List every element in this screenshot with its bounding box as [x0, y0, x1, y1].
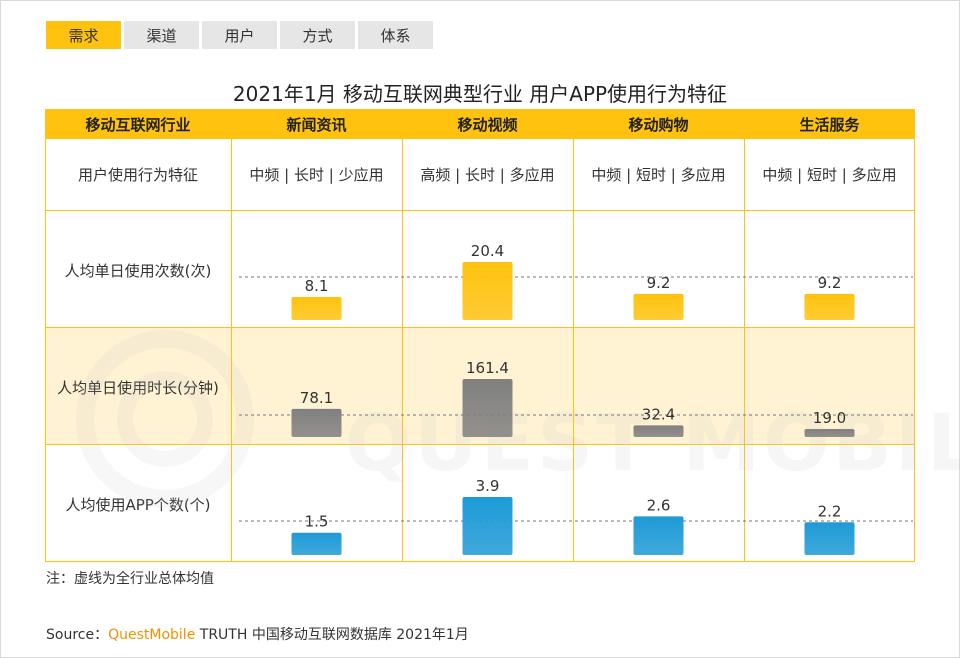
feature-video: 高频 | 长时 | 多应用 [420, 166, 555, 184]
bar [804, 429, 855, 437]
bar-value-label: 19.0 [813, 409, 846, 427]
bar-value-label: 8.1 [305, 277, 329, 295]
footnote: 注：虚线为全行业总体均值 [46, 571, 214, 587]
chart-title: 2021年1月 移动互联网典型行业 用户APP使用行为特征 [232, 82, 728, 106]
bar [462, 497, 513, 555]
bar [291, 408, 342, 437]
feature-shopping: 中频 | 短时 | 多应用 [591, 166, 726, 184]
bar-value-label: 20.4 [471, 242, 504, 260]
grid-hline [45, 327, 915, 328]
behavior-table: 移动互联网行业 新闻资讯 移动视频 移动购物 生活服务 用户使用行为特征 中频 … [45, 109, 960, 562]
tab-demand[interactable]: 需求 [46, 21, 121, 49]
feature-row: 用户使用行为特征 中频 | 长时 | 少应用 高频 | 长时 | 多应用 中频 … [45, 139, 915, 210]
bar-value-label: 9.2 [818, 274, 842, 292]
grid-vline [744, 109, 745, 562]
feature-row-label: 用户使用行为特征 [77, 166, 198, 184]
tab-system[interactable]: 体系 [358, 21, 433, 49]
tab-method[interactable]: 方式 [280, 21, 355, 49]
metric-row-frequency: 人均单日使用次数(次) [45, 210, 915, 327]
feature-life: 中频 | 短时 | 多应用 [762, 166, 897, 184]
bar [462, 262, 513, 320]
grid-vline [402, 109, 403, 562]
metric-row-apps: 人均使用APP个数(个) [45, 444, 915, 562]
bar [804, 522, 855, 555]
grid-vline [231, 109, 232, 562]
bar [291, 532, 342, 555]
metric-label-frequency: 人均单日使用次数(次) [64, 262, 212, 280]
bar-value-label: 9.2 [647, 274, 671, 292]
industry-header-life: 生活服务 [799, 115, 860, 134]
table-header: 移动互联网行业 新闻资讯 移动视频 移动购物 生活服务 [45, 109, 915, 139]
source-line: Source：QuestMobile TRUTH 中国移动互联网数据库 2021… [46, 624, 469, 644]
grid-hline [45, 444, 915, 445]
bar-chart: 8.1 20.4 9.2 9.2 78.1 161.4 32.4 19.0 1.5 3.9 2.6 2… [239, 242, 913, 555]
bar-value-label: 2.2 [818, 502, 842, 520]
industry-header-news: 新闻资讯 [286, 115, 347, 134]
bar [633, 425, 684, 437]
tab-channel[interactable]: 渠道 [124, 21, 199, 49]
feature-news: 中频 | 长时 | 少应用 [249, 166, 384, 184]
corner-header: 移动互联网行业 [85, 115, 191, 134]
bar-value-label: 3.9 [476, 477, 500, 495]
bar [291, 296, 342, 320]
bar-value-label: 32.4 [642, 405, 675, 423]
bar [633, 293, 684, 320]
bar-value-label: 78.1 [300, 389, 333, 407]
bar [633, 516, 684, 555]
source-prefix: Source： [46, 627, 109, 643]
bar-value-label: 2.6 [647, 496, 671, 514]
bar [462, 379, 513, 437]
industry-header-video: 移动视频 [457, 115, 518, 134]
source-brand: QuestMobile [108, 627, 196, 643]
metric-label-duration: 人均单日使用时长(分钟) [57, 379, 219, 397]
bar [804, 293, 855, 320]
metric-label-apps: 人均使用APP个数(个) [65, 496, 211, 514]
bar-value-label: 1.5 [305, 513, 329, 531]
source-suffix: TRUTH 中国移动互联网数据库 2021年1月 [195, 627, 469, 643]
bar-value-label: 161.4 [466, 359, 509, 377]
grid-vline [573, 109, 574, 562]
table-border [45, 109, 915, 562]
industry-header-shopping: 移动购物 [628, 115, 689, 134]
grid-hline [45, 210, 915, 211]
tab-user[interactable]: 用户 [202, 21, 277, 49]
tab-bar: 需求 渠道 用户 方式 体系 [46, 21, 433, 49]
